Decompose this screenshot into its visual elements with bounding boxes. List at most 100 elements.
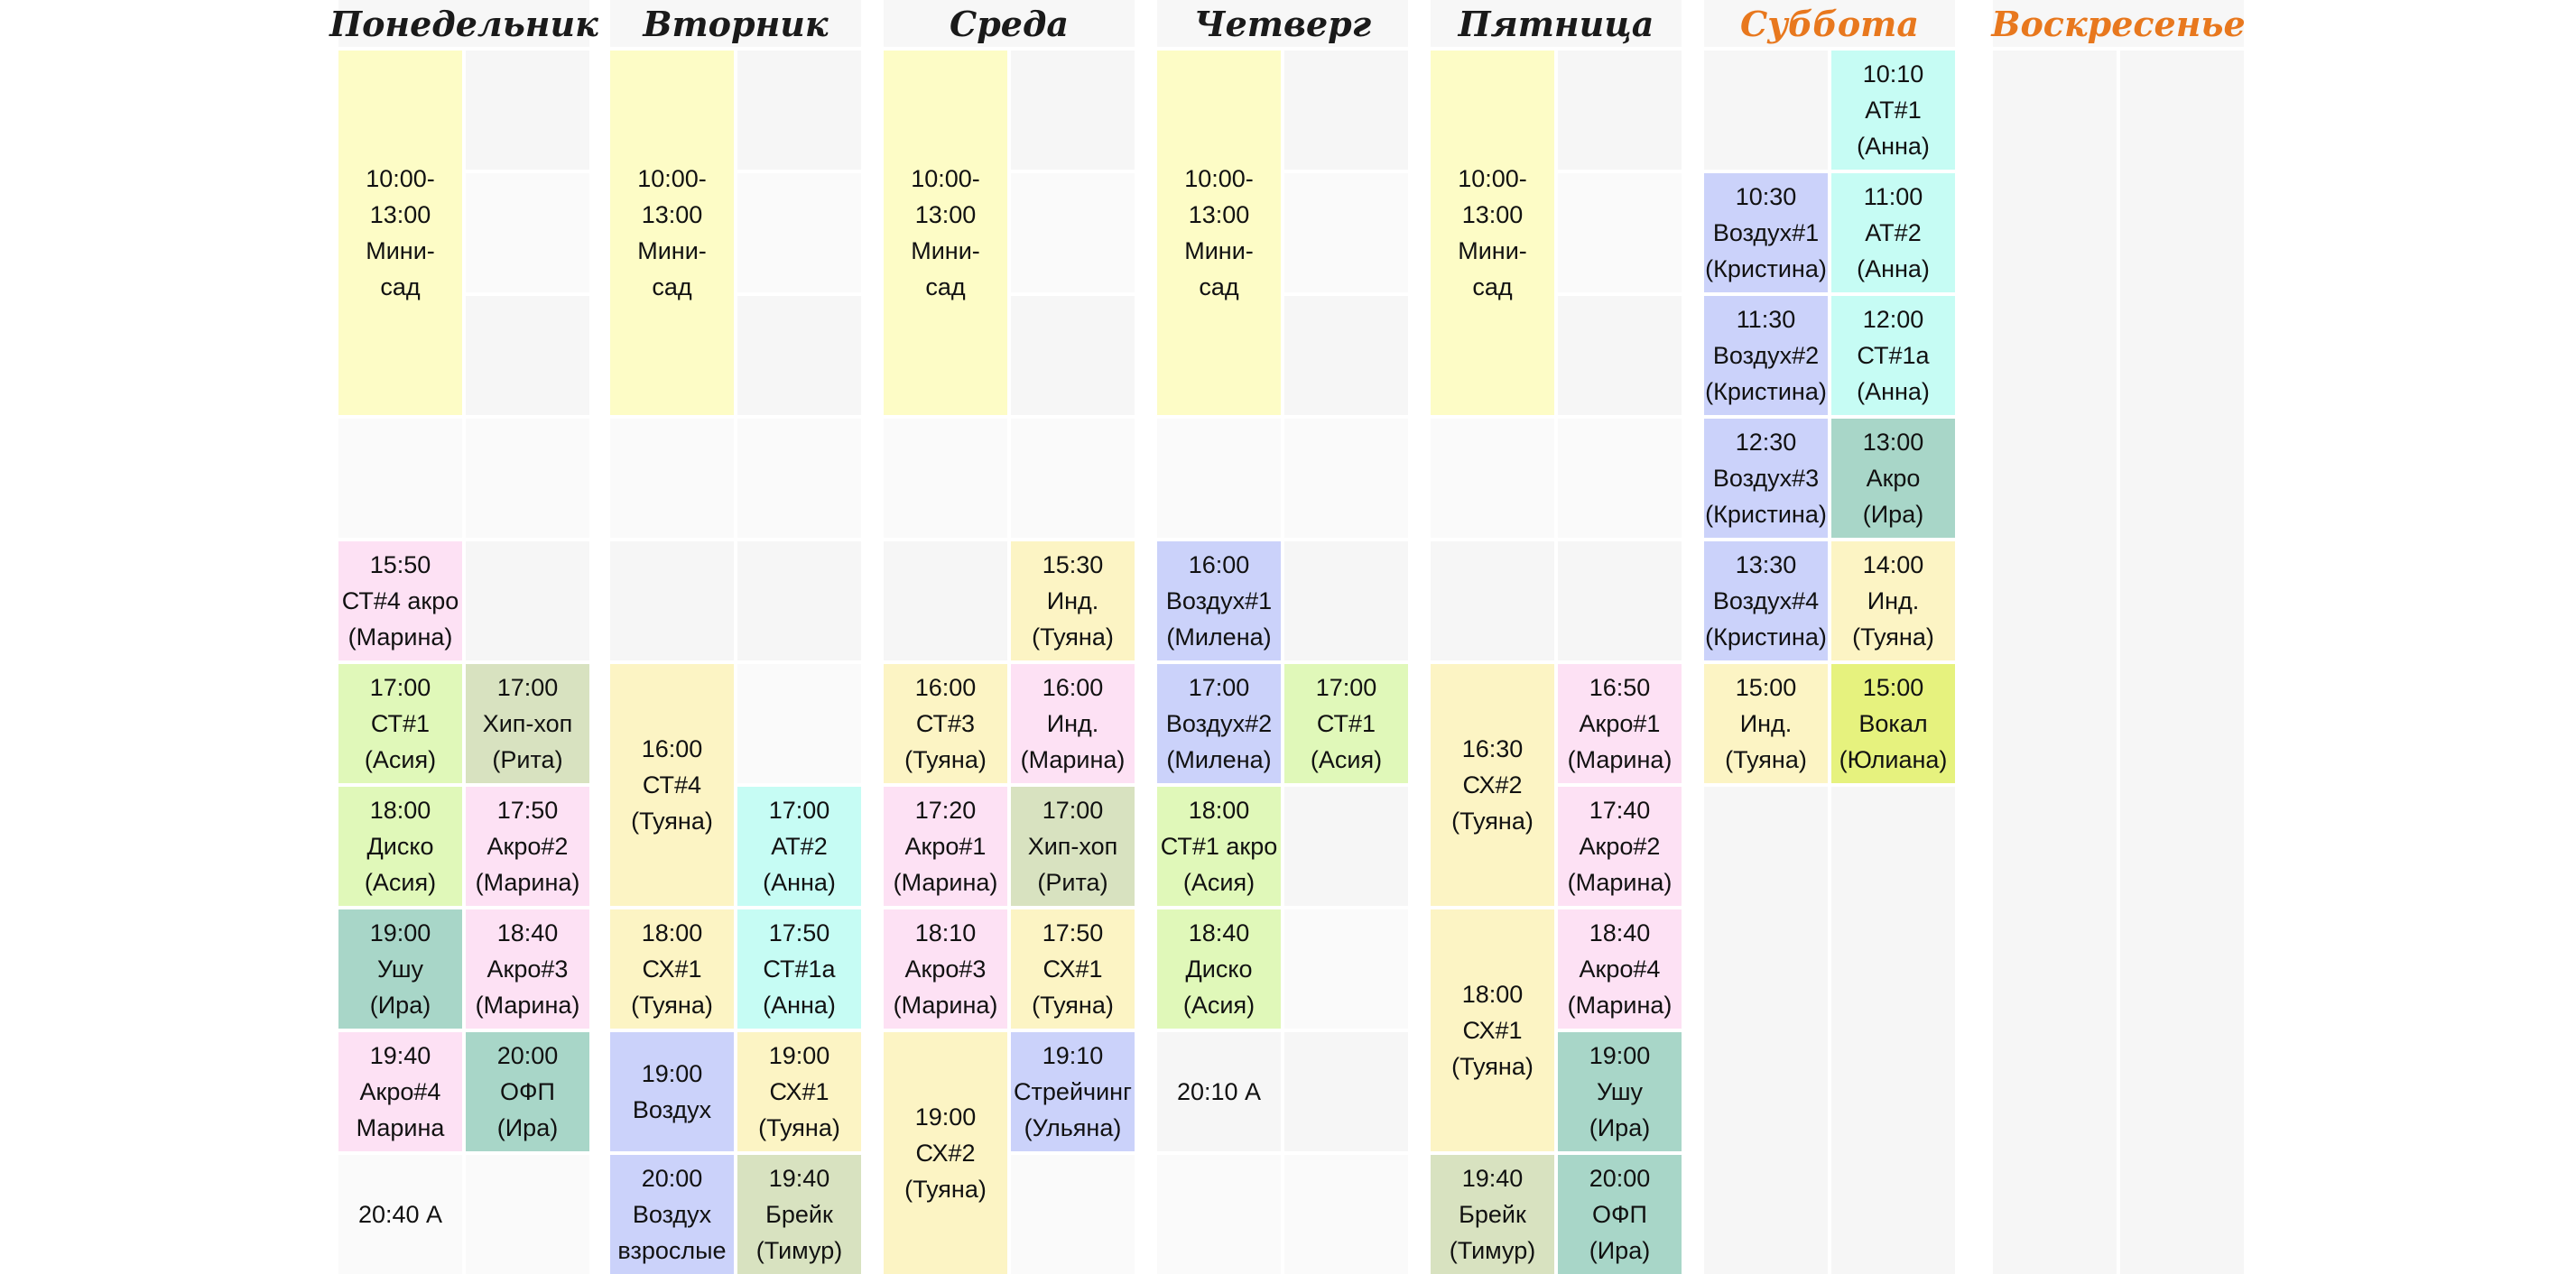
class-slot: 19:40 Акро#4 Марина: [338, 1032, 462, 1151]
empty-slot: [466, 541, 589, 660]
empty-slot: [1157, 1155, 1281, 1274]
class-slot: 19:00 Ушу (Ира): [338, 909, 462, 1029]
class-slot: 16:00 Инд. (Марина): [1011, 664, 1135, 783]
class-slot: 20:00 ОФП (Ира): [1558, 1155, 1682, 1274]
empty-slot: [737, 419, 861, 538]
empty-slot: [737, 664, 861, 783]
empty-slot: [1431, 419, 1554, 538]
empty-slot: [466, 173, 589, 292]
class-slot: 18:00 СХ#1 (Туяна): [610, 909, 734, 1029]
class-slot: 10:00- 13:00 Мини- сад: [1157, 51, 1281, 415]
empty-slot: [1284, 419, 1408, 538]
class-slot: 10:00- 13:00 Мини- сад: [884, 51, 1007, 415]
class-slot: 16:00 Воздух#1 (Милена): [1157, 541, 1281, 660]
class-slot: 18:00 СТ#1 акро (Асия): [1157, 787, 1281, 906]
empty-slot: [1284, 541, 1408, 660]
class-slot: 15:00 Инд. (Туяна): [1704, 664, 1828, 783]
class-slot: 15:00 Вокал (Юлиана): [1831, 664, 1955, 783]
empty-slot: [466, 1155, 589, 1274]
class-slot: 20:10 А: [1157, 1032, 1281, 1151]
schedule-grid: Понедельник 10:00- 13:00 Мини- сад 15:50 С…: [329, 0, 2246, 1274]
class-slot: 19:00 СХ#2 (Туяна): [884, 1032, 1007, 1274]
day-title: Вторник: [610, 0, 861, 47]
class-slot: 19:00 Воздух: [610, 1032, 734, 1151]
class-slot: 10:00- 13:00 Мини- сад: [1431, 51, 1554, 415]
empty-slot: [610, 541, 734, 660]
class-slot: 20:00 ОФП (Ира): [466, 1032, 589, 1151]
empty-slot: [737, 296, 861, 415]
class-slot: 17:00 Хип-хоп (Рита): [466, 664, 589, 783]
empty-slot: [1558, 296, 1682, 415]
class-slot: 17:20 Акро#1 (Марина): [884, 787, 1007, 906]
empty-slot: [1704, 51, 1828, 170]
class-slot: 17:00 СТ#1 (Асия): [338, 664, 462, 783]
empty-slot: [1431, 541, 1554, 660]
class-slot: 10:00- 13:00 Мини- сад: [610, 51, 734, 415]
empty-slot: [1831, 787, 1955, 1274]
empty-slot: [466, 419, 589, 538]
empty-slot: [1284, 1155, 1408, 1274]
day-title: Воскресенье: [1991, 0, 2246, 47]
day-title: Среда: [884, 0, 1135, 47]
class-slot: 19:10 Стрейчинг (Ульяна): [1011, 1032, 1135, 1151]
class-slot: 17:00 Воздух#2 (Милена): [1157, 664, 1281, 783]
empty-slot: [1558, 51, 1682, 170]
empty-slot: [1011, 173, 1135, 292]
empty-slot: [1284, 51, 1408, 170]
class-slot: 18:00 СХ#1 (Туяна): [1431, 909, 1554, 1151]
empty-slot: [737, 51, 861, 170]
class-slot: 17:50 СТ#1а (Анна): [737, 909, 861, 1029]
class-slot: 19:40 Брейк (Тимур): [737, 1155, 861, 1274]
class-slot: 13:00 Акро (Ира): [1831, 419, 1955, 538]
class-slot: 12:30 Воздух#3 (Кристина): [1704, 419, 1828, 538]
empty-slot: [1284, 909, 1408, 1029]
class-slot: 19:00 Ушу (Ира): [1558, 1032, 1682, 1151]
empty-slot: [737, 173, 861, 292]
class-slot: 17:00 АТ#2 (Анна): [737, 787, 861, 906]
class-slot: 18:00 Диско (Асия): [338, 787, 462, 906]
class-slot: 18:40 Акро#3 (Марина): [466, 909, 589, 1029]
class-slot: 19:40 Брейк (Тимур): [1431, 1155, 1554, 1274]
class-slot: 12:00 СТ#1а (Анна): [1831, 296, 1955, 415]
class-slot: 17:50 Акро#2 (Марина): [466, 787, 589, 906]
empty-slot: [466, 51, 589, 170]
empty-slot: [1284, 296, 1408, 415]
class-slot: 10:30 Воздух#1 (Кристина): [1704, 173, 1828, 292]
class-slot: 18:40 Акро#4 (Марина): [1558, 909, 1682, 1029]
empty-slot: [338, 419, 462, 538]
class-slot: 11:00 АТ#2 (Анна): [1831, 173, 1955, 292]
class-slot: 19:00 СХ#1 (Туяна): [737, 1032, 861, 1151]
empty-slot: [1284, 787, 1408, 906]
day-title: Четверг: [1157, 0, 1408, 47]
empty-slot: [1704, 787, 1828, 1274]
empty-slot: [1558, 173, 1682, 292]
empty-slot: [1011, 419, 1135, 538]
empty-slot: [1011, 296, 1135, 415]
empty-slot: [884, 419, 1007, 538]
class-slot: 10:10 АТ#1 (Анна): [1831, 51, 1955, 170]
class-slot: 16:30 СХ#2 (Туяна): [1431, 664, 1554, 906]
empty-slot: [466, 296, 589, 415]
empty-slot: [1993, 51, 2117, 1274]
class-slot: 15:50 СТ#4 акро (Марина): [338, 541, 462, 660]
empty-slot: [1284, 1032, 1408, 1151]
empty-slot: [1558, 541, 1682, 660]
empty-slot: [884, 541, 1007, 660]
class-slot: 17:00 СТ#1 (Асия): [1284, 664, 1408, 783]
class-slot: 16:00 СТ#3 (Туяна): [884, 664, 1007, 783]
empty-slot: [610, 419, 734, 538]
class-slot: 14:00 Инд. (Туяна): [1831, 541, 1955, 660]
empty-slot: [1011, 51, 1135, 170]
empty-slot: [2120, 51, 2244, 1274]
class-slot: 17:50 СХ#1 (Туяна): [1011, 909, 1135, 1029]
empty-slot: [1011, 1155, 1135, 1274]
class-slot: 15:30 Инд. (Туяна): [1011, 541, 1135, 660]
class-slot: 20:40 А: [338, 1155, 462, 1274]
day-title: Пятница: [1431, 0, 1682, 47]
day-title: Понедельник: [329, 0, 598, 47]
empty-slot: [1284, 173, 1408, 292]
empty-slot: [1157, 419, 1281, 538]
class-slot: 16:50 Акро#1 (Марина): [1558, 664, 1682, 783]
class-slot: 17:00 Хип-хоп (Рита): [1011, 787, 1135, 906]
class-slot: 18:40 Диско (Асия): [1157, 909, 1281, 1029]
